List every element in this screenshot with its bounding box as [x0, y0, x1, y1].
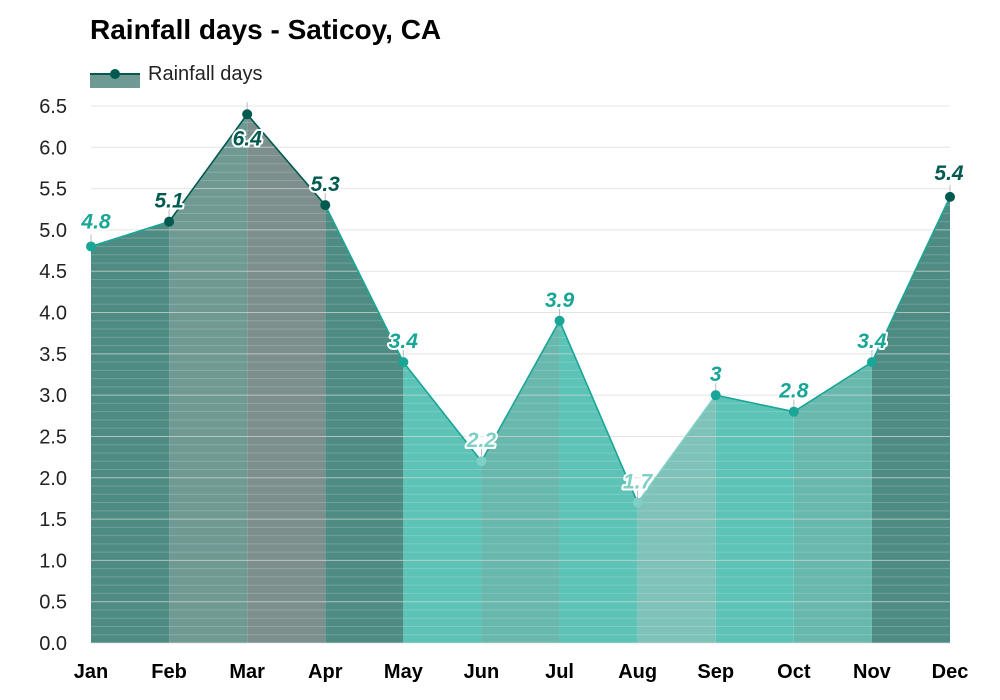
data-point-aug[interactable]	[632, 497, 643, 508]
data-label-jul: 3.9	[545, 289, 575, 312]
data-label-apr: 5.3	[311, 173, 341, 196]
x-tick-label-jun: Jun	[464, 661, 500, 683]
y-tick-label: 3.5	[39, 344, 67, 366]
y-tick-label: 1.5	[39, 509, 67, 531]
data-point-nov[interactable]	[866, 357, 877, 368]
area-band-apr	[325, 205, 404, 643]
area-band-jan	[91, 221, 170, 643]
series-segment	[90, 220, 170, 248]
area-band-mar	[247, 114, 326, 643]
y-axis-ticks: 0.0 0.5 1.0 1.5 2.0 2.5 3.0 3.5 4.0 4.5 5.0 5.5 6.0 6…	[39, 96, 67, 655]
series-segment	[793, 361, 873, 413]
x-tick-label-feb: Feb	[151, 661, 187, 683]
x-tick-label-nov: Nov	[853, 661, 892, 683]
x-tick-label-jan: Jan	[74, 661, 108, 683]
data-label-aug: 1.7	[623, 471, 654, 494]
x-tick-label-oct: Oct	[777, 661, 811, 683]
data-point-mar[interactable]	[242, 109, 253, 120]
y-tick-label: 4.5	[39, 261, 67, 283]
series-line	[90, 113, 951, 504]
data-point-jan[interactable]	[86, 241, 96, 252]
y-tick-label: 2.5	[39, 426, 67, 448]
x-axis-ticks: Jan Feb Mar Apr May Jun Jul Aug Sep Oct Nov Dec	[74, 661, 969, 683]
data-point-may[interactable]	[398, 357, 409, 368]
series-segment	[402, 361, 483, 462]
series-segment	[168, 113, 248, 223]
series-segment	[558, 320, 639, 503]
grid-lines	[91, 105, 950, 644]
area-band-jul	[559, 320, 638, 643]
data-labels: 4.8 5.1 6.4 5.3 3.4 2.2 3.9 1.7 3 2.8 3.4 5.4	[78, 125, 966, 495]
y-tick-label: 5.0	[39, 220, 67, 242]
x-tick-label-apr: Apr	[308, 661, 343, 683]
x-tick-label-jul: Jul	[545, 661, 574, 683]
y-tick-label: 0.5	[39, 592, 67, 614]
legend-swatch	[90, 60, 140, 88]
area-band-nov	[871, 196, 950, 643]
data-label-sep: 3	[710, 363, 722, 386]
legend-label: Rainfall days	[148, 62, 263, 85]
series-segment	[636, 394, 717, 504]
y-tick-label: 5.5	[39, 179, 67, 201]
data-point-sep[interactable]	[710, 390, 721, 401]
series-segment	[480, 320, 561, 462]
data-point-jul[interactable]	[554, 315, 565, 326]
x-tick-label-sep: Sep	[697, 661, 734, 683]
data-label-jan: 4.8	[80, 210, 111, 233]
area-band-may	[403, 362, 482, 643]
x-tick-label-dec: Dec	[932, 661, 969, 683]
data-points	[86, 109, 955, 508]
y-tick-label: 6.0	[39, 137, 67, 159]
month-bands	[91, 114, 950, 643]
data-label-may: 3.4	[389, 330, 419, 353]
x-tick-label-mar: Mar	[229, 661, 265, 683]
data-label-jun: 2.2	[466, 429, 497, 452]
chart-title: Rainfall days - Saticoy, CA	[90, 14, 442, 45]
data-label-dec: 5.4	[934, 162, 964, 185]
data-label-feb: 5.1	[154, 190, 183, 213]
area-band-feb	[169, 114, 248, 643]
data-label-oct: 2.8	[778, 380, 809, 403]
y-tick-label: 6.5	[39, 96, 67, 118]
data-point-oct[interactable]	[788, 406, 799, 417]
data-label-mar: 6.4	[233, 127, 263, 150]
series-segment	[246, 113, 326, 206]
data-point-jun[interactable]	[476, 456, 487, 467]
series-segment	[715, 394, 794, 413]
area-band-oct	[793, 362, 872, 643]
x-tick-label-may: May	[384, 661, 424, 683]
data-label-nov: 3.4	[857, 330, 887, 353]
legend[interactable]: Rainfall days	[90, 60, 263, 88]
y-tick-label: 2.0	[39, 468, 67, 490]
label-leaders	[90, 102, 951, 498]
y-tick-label: 1.0	[39, 550, 67, 572]
data-point-feb[interactable]	[164, 216, 175, 227]
data-point-apr[interactable]	[320, 200, 331, 211]
series-segment	[324, 204, 405, 363]
y-tick-label: 0.0	[39, 633, 67, 655]
y-tick-label: 3.0	[39, 385, 67, 407]
y-tick-label: 4.0	[39, 303, 67, 325]
data-point-dec[interactable]	[945, 191, 955, 202]
area-band-jun	[481, 320, 560, 643]
series-segment	[871, 196, 951, 363]
x-tick-label-aug: Aug	[618, 661, 657, 683]
